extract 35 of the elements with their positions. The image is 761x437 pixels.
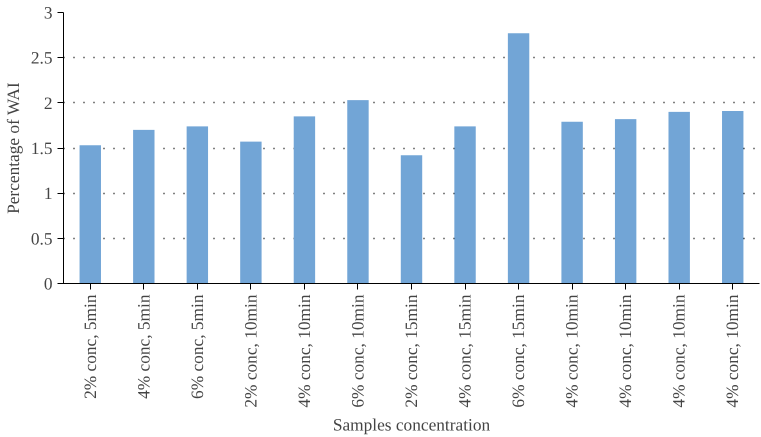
y-tick-label: 0	[44, 274, 53, 294]
y-tick-label: 2.5	[30, 48, 53, 68]
bar	[186, 126, 208, 284]
y-tick-label: 0.5	[30, 229, 53, 248]
x-tick-label: 2% conc, 15min	[402, 294, 421, 408]
x-tick-label: 4% conc, 10min	[670, 294, 689, 408]
x-tick-label: 4% conc, 15min	[456, 294, 475, 408]
x-tick-label: 4% conc, 10min	[616, 294, 636, 408]
y-tick-label: 1.5	[30, 139, 53, 158]
x-tick-label: 6% conc, 10min	[348, 294, 368, 408]
x-tick-label: 6% conc, 15min	[509, 294, 528, 408]
y-tick-label: 1	[44, 184, 53, 204]
x-tick-label: 4% conc, 5min	[134, 294, 154, 399]
bar	[133, 130, 155, 284]
bar	[400, 155, 422, 284]
y-tick-label: 3	[44, 4, 53, 22]
x-tick-label: 4% conc, 10min	[294, 294, 314, 408]
x-tick-label: 4% conc, 10min	[562, 294, 582, 408]
bar	[561, 122, 583, 284]
bar	[454, 126, 476, 284]
y-axis-title: Percentage of WAI	[4, 82, 23, 214]
bar	[347, 100, 369, 284]
bar	[240, 142, 262, 284]
y-tick-label: 2	[44, 94, 53, 113]
x-tick-label: 2% conc, 5min	[80, 294, 100, 399]
bar	[668, 112, 690, 284]
bar	[80, 145, 101, 284]
bar	[614, 119, 636, 284]
x-axis-title: Samples concentration	[332, 416, 491, 435]
x-tick-label: 2% conc, 10min	[241, 294, 260, 408]
bar	[508, 33, 530, 284]
bar	[294, 116, 316, 284]
x-tick-label: 4% conc, 10min	[723, 294, 742, 408]
bar	[722, 110, 744, 284]
x-tick-label: 6% conc, 5min	[188, 294, 207, 399]
